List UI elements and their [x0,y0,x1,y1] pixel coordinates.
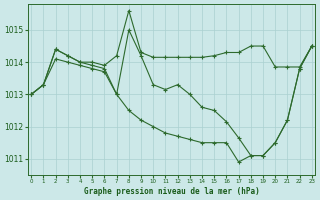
X-axis label: Graphe pression niveau de la mer (hPa): Graphe pression niveau de la mer (hPa) [84,187,260,196]
